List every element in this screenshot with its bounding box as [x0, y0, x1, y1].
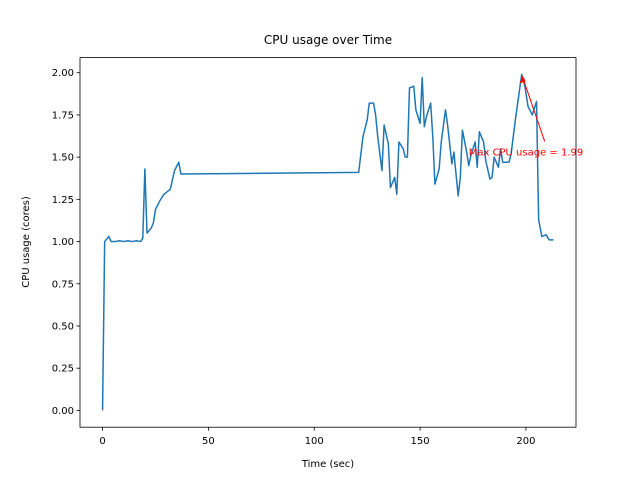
x-tick-label: 150: [411, 436, 430, 447]
x-tick-label: 200: [516, 436, 535, 447]
x-tick-label: 100: [305, 436, 324, 447]
chart-title: CPU usage over Time: [264, 33, 392, 47]
plot-frame: [79, 57, 577, 428]
y-tick-label: 2.00: [52, 68, 74, 79]
y-tick-label: 1.50: [52, 153, 74, 164]
annotation: Max CPU usage = 1.99: [469, 147, 584, 158]
y-tick-label: 0.00: [52, 406, 74, 417]
y-axis-label: CPU usage (cores): [21, 196, 32, 288]
y-tick-label: 0.25: [52, 364, 74, 375]
x-tick-label: 0: [99, 436, 105, 447]
y-tick-label: 1.75: [52, 110, 74, 121]
x-axis-label: Time (sec): [301, 459, 354, 470]
y-tick-label: 0.75: [52, 279, 74, 290]
y-tick-label: 1.00: [52, 237, 74, 248]
y-tick-label: 0.50: [52, 321, 74, 332]
annotation-arrow: [522, 77, 546, 142]
data-line: [101, 73, 554, 411]
x-tick-label: 50: [202, 436, 215, 447]
annotation-arrowhead: [519, 75, 526, 84]
y-tick-label: 1.25: [52, 195, 74, 206]
